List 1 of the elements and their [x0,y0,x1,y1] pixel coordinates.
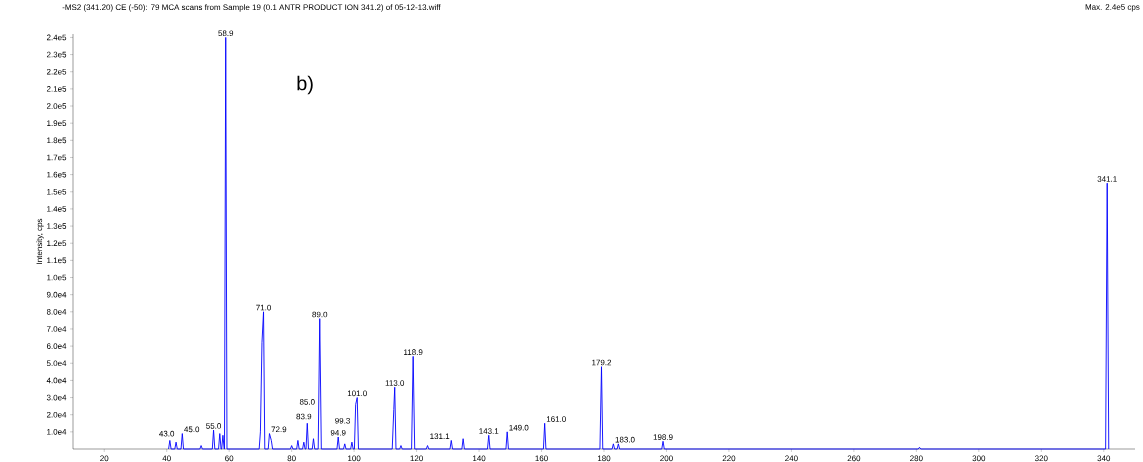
annotation: b) [297,75,313,95]
